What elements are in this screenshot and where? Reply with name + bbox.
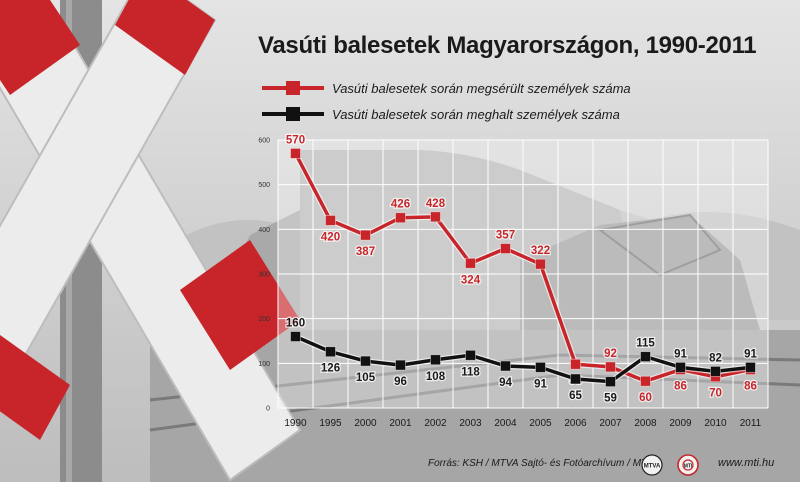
data-label-injured: 60 <box>639 392 652 404</box>
x-tick-label: 2003 <box>459 418 482 429</box>
y-tick-label: 500 <box>258 182 270 189</box>
data-label-killed: 94 <box>499 377 512 389</box>
mti-logo: MTI <box>677 454 699 476</box>
data-label-injured: 570 <box>286 134 305 146</box>
series-line-killed <box>294 334 751 384</box>
data-point-injured <box>570 358 581 370</box>
data-label-injured: 324 <box>461 274 481 286</box>
y-tick-label: 200 <box>258 316 270 323</box>
data-point-killed <box>500 360 511 372</box>
data-label-killed: 160 <box>286 318 305 330</box>
x-tick-label: 2008 <box>634 418 657 429</box>
x-tick-label: 2011 <box>740 418 762 429</box>
legend-swatch-killed <box>262 104 324 124</box>
legend-item-killed: Vasúti balesetek során meghalt személyek… <box>262 104 620 124</box>
data-label-killed: 105 <box>356 372 376 384</box>
data-point-injured <box>395 212 406 224</box>
data-point-killed <box>360 355 371 367</box>
legend-item-injured: Vasúti balesetek során megsérült személy… <box>262 78 631 98</box>
data-label-killed: 65 <box>569 390 582 402</box>
data-point-killed <box>535 361 546 373</box>
data-label-killed: 108 <box>426 371 446 383</box>
x-tick-label: 2002 <box>424 418 447 429</box>
source-credit: Forrás: KSH / MTVA Sajtó- és Fotóarchívu… <box>428 458 650 469</box>
data-label-injured: 428 <box>426 198 446 210</box>
data-label-killed: 91 <box>674 348 687 360</box>
data-label-killed: 91 <box>534 378 547 390</box>
data-point-killed <box>325 346 336 358</box>
data-label-killed: 115 <box>636 338 655 350</box>
x-tick-label: 2005 <box>529 418 552 429</box>
x-tick-label: 2004 <box>494 418 517 429</box>
x-tick-label: 2009 <box>669 418 692 429</box>
data-point-injured <box>500 243 511 254</box>
x-tick-label: 1995 <box>319 418 342 429</box>
x-tick-label: 2007 <box>599 418 622 429</box>
logos: MTVA MTI <box>641 454 699 476</box>
legend-label-killed: Vasúti balesetek során meghalt személyek… <box>332 106 620 122</box>
data-label-injured: 70 <box>709 388 722 400</box>
data-point-injured <box>605 361 616 373</box>
data-point-injured <box>360 229 371 241</box>
data-point-killed <box>290 331 301 342</box>
data-label-injured: 426 <box>391 199 410 211</box>
y-tick-label: 400 <box>258 227 270 234</box>
data-point-killed <box>395 359 406 371</box>
data-point-injured <box>430 211 441 223</box>
mtva-logo-text: MTVA <box>644 464 661 470</box>
data-point-injured <box>290 147 301 159</box>
data-label-injured: 420 <box>321 231 340 243</box>
data-point-killed <box>430 354 441 366</box>
data-point-killed <box>745 361 756 373</box>
data-label-killed: 82 <box>709 352 722 364</box>
data-label-injured: 86 <box>744 381 757 393</box>
x-tick-label: 1990 <box>284 418 307 429</box>
chart-title: Vasúti balesetek Magyarországon, 1990-20… <box>258 32 757 59</box>
y-tick-label: 100 <box>258 361 270 368</box>
data-point-killed <box>640 351 651 363</box>
data-label-injured: 92 <box>604 348 617 360</box>
data-point-injured <box>535 258 546 270</box>
data-label-killed: 126 <box>321 363 340 375</box>
data-point-killed <box>465 349 476 361</box>
x-tick-label: 2001 <box>389 418 412 429</box>
data-point-injured <box>325 214 336 226</box>
data-label-killed: 118 <box>461 366 480 378</box>
data-point-killed <box>570 373 581 385</box>
website: www.mti.hu <box>718 457 775 469</box>
data-label-killed: 59 <box>604 393 617 405</box>
data-label-injured: 357 <box>496 230 515 242</box>
data-point-killed <box>675 361 686 373</box>
data-label-killed: 91 <box>744 348 757 360</box>
legend-label-injured: Vasúti balesetek során megsérült személy… <box>332 80 631 96</box>
series-line-injured <box>293 152 751 383</box>
y-tick-label: 600 <box>258 138 270 145</box>
x-tick-label: 2010 <box>704 418 727 429</box>
legend-swatch-injured <box>262 78 324 98</box>
x-tick-label: 2000 <box>354 418 377 429</box>
data-label-injured: 322 <box>531 245 550 257</box>
mtva-logo: MTVA <box>641 454 663 476</box>
y-tick-label: 300 <box>258 272 270 279</box>
data-point-injured <box>640 375 651 387</box>
data-point-injured <box>465 257 476 269</box>
data-label-injured: 387 <box>356 246 375 258</box>
data-point-killed <box>605 376 616 388</box>
data-point-killed <box>710 365 721 377</box>
mti-logo-text: MTI <box>684 464 693 470</box>
x-tick-label: 2006 <box>564 418 587 429</box>
y-tick-label: 0 <box>266 406 270 413</box>
railroad-crossing-sign <box>0 0 302 482</box>
data-label-killed: 96 <box>394 376 407 388</box>
data-label-injured: 86 <box>674 381 687 393</box>
